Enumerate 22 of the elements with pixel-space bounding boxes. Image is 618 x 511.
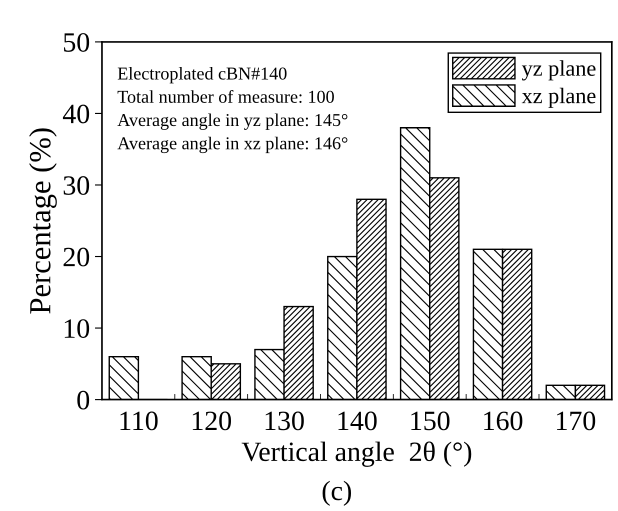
y-tick-label: 0 xyxy=(77,390,90,410)
y-tick-label: 30 xyxy=(64,176,90,195)
y-tick-label: 20 xyxy=(64,248,90,266)
x-tick-label: 160 xyxy=(484,412,522,430)
text: (c) xyxy=(322,480,352,506)
legend-label: yz plane xyxy=(522,60,596,80)
x-axis-title: Vertical angle 2θ (°) xyxy=(242,441,472,467)
x-tick-label: 110 xyxy=(120,412,158,430)
annotation: Total number of measure: 100 xyxy=(118,90,334,103)
legend-label: xz plane xyxy=(522,88,596,108)
annotation: Average angle in xz plane: 146° xyxy=(117,136,348,154)
y-tick-label: 10 xyxy=(64,319,90,338)
annotation: Average angle in yz plane: 145° xyxy=(117,113,348,130)
x-tick-label: 170 xyxy=(557,412,596,430)
x-tick-label: 150 xyxy=(411,412,450,430)
x-tick-label: 140 xyxy=(338,412,377,430)
annotation: Electroplated cBN#140 xyxy=(118,66,287,84)
x-tick-label: 130 xyxy=(266,412,304,430)
y-tick-label: 40 xyxy=(62,104,90,124)
x-tick-label: 120 xyxy=(192,412,231,430)
y-tick-label: 50 xyxy=(64,33,90,52)
y-axis-title: Percentage (%) xyxy=(29,128,57,314)
